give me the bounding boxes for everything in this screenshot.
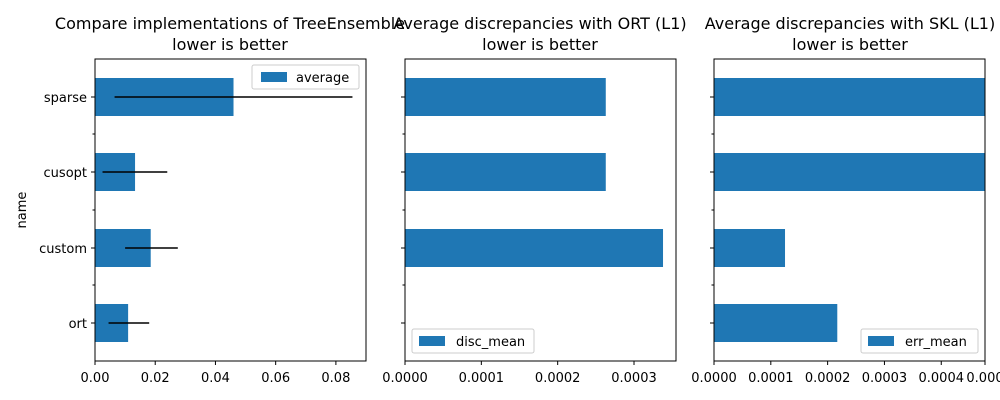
panel-1-frame [94,58,367,362]
x-tick-label: 0.0003 [611,371,657,386]
panel-3-legend-swatch [868,336,894,346]
panel-1-error-bars [102,96,353,324]
panel-2-y-ticks [401,96,405,324]
bar-sparse [405,78,606,116]
x-tick-label: 0.00 [81,371,110,386]
panel-2-frame [404,58,677,362]
panel-1-legend-swatch [261,72,287,82]
panel-2-legend: disc_mean [411,328,535,354]
x-tick-label: 0.0002 [535,371,581,386]
panel-3-bars [714,78,985,342]
panel-1-legend-label: average [296,71,349,86]
bar-cusopt [714,153,985,191]
panel-discrepancies-ort: Average discrepancies with ORT (L1) lowe… [382,14,686,386]
y-tick-label-sparse: sparse [44,91,87,106]
panel-1-legend-box [251,64,360,90]
panel-1-x-ticks: 0.00 0.02 0.04 0.06 0.08 [81,361,350,386]
x-tick-label: 0.000 [966,371,1000,386]
x-tick-label: 0.0002 [805,371,851,386]
x-tick-label: 0.0000 [382,371,428,386]
x-tick-label: 0.04 [201,371,230,386]
x-tick-label: 0.0003 [862,371,908,386]
panel-2-legend-label: disc_mean [456,335,525,350]
x-tick-label: 0.0001 [459,371,505,386]
panel-1-y-axis-label: name [15,192,30,229]
x-tick-label: 0.06 [261,371,290,386]
panel-2-subtitle: lower is better [482,35,598,54]
y-tick-label-cusopt: cusopt [44,166,87,181]
panel-3-subtitle: lower is better [792,35,908,54]
y-tick-label-custom: custom [39,242,87,257]
panel-3-title: Average discrepancies with SKL (L1) [705,14,995,33]
bar-sparse [714,78,985,116]
y-tick-label-ort: ort [69,317,87,332]
bar-cusopt [405,153,606,191]
panel-2-bars [405,78,664,267]
panel-discrepancies-skl: Average discrepancies with SKL (L1) lowe… [691,14,1000,386]
panel-2-legend-swatch [419,336,445,346]
panel-2-legend-box [411,328,535,354]
x-tick-label: 0.08 [321,371,350,386]
panel-compare-implementations: Compare implementations of TreeEnsemble … [15,14,405,386]
panel-2-title: Average discrepancies with ORT (L1) [393,14,686,33]
x-tick-label: 0.0001 [748,371,794,386]
panel-3-legend-box [860,328,979,354]
panel-3-frame [713,58,986,362]
panel-2-x-ticks: 0.0000 0.0001 0.0002 0.0003 [382,361,657,386]
panel-3-legend-label: err_mean [905,335,967,350]
bar-ort [714,304,838,342]
panel-3-x-ticks: 0.0000 0.0001 0.0002 0.0003 0.0004 0.000 [691,361,1000,386]
panel-1-title: Compare implementations of TreeEnsemble [55,14,405,33]
bar-custom [714,229,786,267]
x-tick-label: 0.0004 [919,371,965,386]
panel-1-legend: average [251,64,360,90]
x-tick-label: 0.02 [141,371,170,386]
panel-3-y-ticks [710,96,714,324]
panel-1-subtitle: lower is better [172,35,288,54]
panel-1-bars [95,78,234,342]
bar-custom [405,229,664,267]
x-tick-label: 0.0000 [691,371,737,386]
panel-3-legend: err_mean [860,328,979,354]
panel-1-y-ticks: ort custom cusopt sparse [39,91,95,332]
